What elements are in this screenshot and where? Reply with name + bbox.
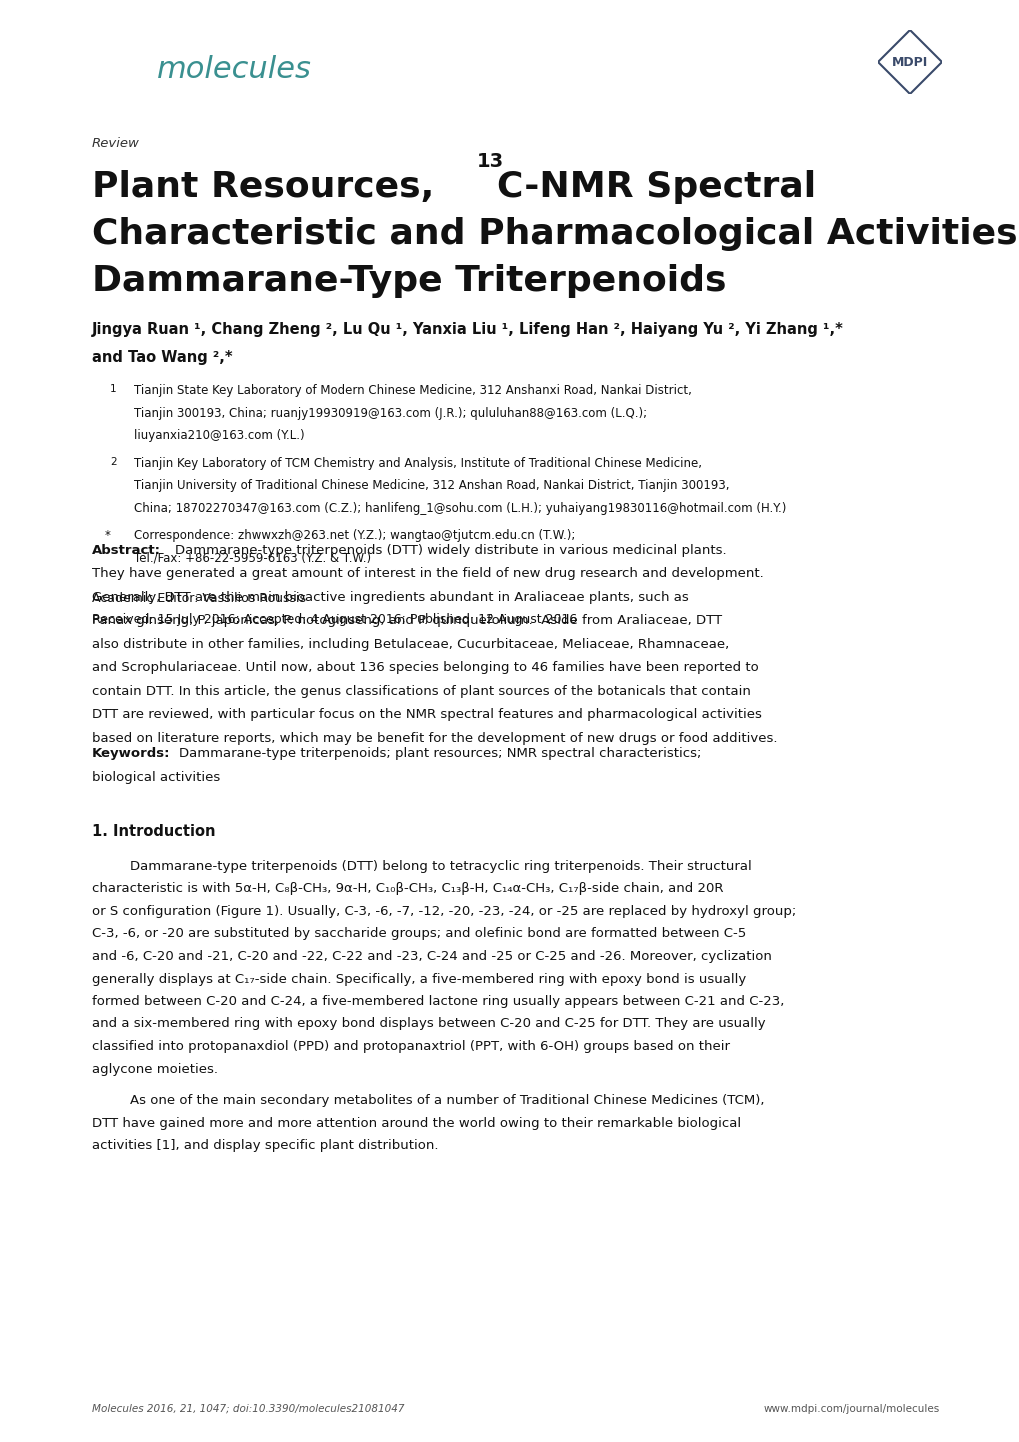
Text: *: * [105,529,111,542]
Text: 2: 2 [110,457,116,467]
Text: and -6, C-20 and -21, C-20 and -22, C-22 and -23, C-24 and -25 or C-25 and -26. : and -6, C-20 and -21, C-20 and -22, C-22… [92,950,771,963]
Text: based on literature reports, which may be benefit for the development of new dru: based on literature reports, which may b… [92,733,776,746]
Text: C-3, -6, or -20 are substituted by saccharide groups; and olefinic bond are form: C-3, -6, or -20 are substituted by sacch… [92,927,746,940]
Text: Dammarane-Type Triterpenoids: Dammarane-Type Triterpenoids [92,264,726,298]
Text: Molecules 2016, 21, 1047; doi:10.3390/molecules21081047: Molecules 2016, 21, 1047; doi:10.3390/mo… [92,1405,405,1415]
Text: contain DTT. In this article, the genus classifications of plant sources of the : contain DTT. In this article, the genus … [92,685,750,698]
Text: Plant Resources,: Plant Resources, [92,170,446,203]
Text: generally displays at C₁₇-side chain. Specifically, a five-membered ring with ep: generally displays at C₁₇-side chain. Sp… [92,972,746,985]
Text: Characteristic and Pharmacological Activities of: Characteristic and Pharmacological Activ… [92,216,1019,251]
Text: Tianjin Key Laboratory of TCM Chemistry and Analysis, Institute of Traditional C: Tianjin Key Laboratory of TCM Chemistry … [133,457,701,470]
Text: As one of the main secondary metabolites of a number of Traditional Chinese Medi: As one of the main secondary metabolites… [129,1094,764,1107]
Text: 1: 1 [110,384,116,394]
Text: Jingya Ruan ¹, Chang Zheng ², Lu Qu ¹, Yanxia Liu ¹, Lifeng Han ², Haiyang Yu ²,: Jingya Ruan ¹, Chang Zheng ², Lu Qu ¹, Y… [92,322,843,337]
Text: Panax ginseng, P. japonicas, P. notoginseng, and P. quinquefolium.  Aside from A: Panax ginseng, P. japonicas, P. notogins… [92,614,721,627]
Text: and Tao Wang ²,*: and Tao Wang ²,* [92,350,232,365]
Text: 13: 13 [477,151,503,172]
Text: They have generated a great amount of interest in the field of new drug research: They have generated a great amount of in… [92,568,763,581]
Text: Review: Review [92,137,140,150]
Text: MDPI: MDPI [891,55,927,69]
Text: 1. Introduction: 1. Introduction [92,823,215,839]
Text: Dammarane-type triterpenoids; plant resources; NMR spectral characteristics;: Dammarane-type triterpenoids; plant reso… [178,747,701,760]
Text: China; 18702270347@163.com (C.Z.); hanlifeng_1@sohu.com (L.H.); yuhaiyang1983011: China; 18702270347@163.com (C.Z.); hanli… [133,502,786,515]
Text: DTT are reviewed, with particular focus on the NMR spectral features and pharmac: DTT are reviewed, with particular focus … [92,708,761,721]
Text: classified into protopanaxdiol (PPD) and protopanaxtriol (PPT, with 6-OH) groups: classified into protopanaxdiol (PPD) and… [92,1040,730,1053]
Text: Generally, DTT are the main bioactive ingredients abundant in Araliaceae plants,: Generally, DTT are the main bioactive in… [92,591,688,604]
Text: DTT have gained more and more attention around the world owing to their remarkab: DTT have gained more and more attention … [92,1116,741,1129]
Text: Correspondence: zhwwxzh@263.net (Y.Z.); wangtao@tjutcm.edu.cn (T.W.);: Correspondence: zhwwxzh@263.net (Y.Z.); … [133,529,575,542]
Text: Tianjin 300193, China; ruanjy19930919@163.com (J.R.); qululuhan88@163.com (L.Q.): Tianjin 300193, China; ruanjy19930919@16… [133,407,646,420]
Text: Tianjin University of Traditional Chinese Medicine, 312 Anshan Road, Nankai Dist: Tianjin University of Traditional Chines… [133,479,729,492]
Text: or S configuration (Figure 1). Usually, C-3, -6, -7, -12, -20, -23, -24, or -25 : or S configuration (Figure 1). Usually, … [92,906,796,919]
Text: formed between C-20 and C-24, a five-membered lactone ring usually appears betwe: formed between C-20 and C-24, a five-mem… [92,995,784,1008]
Text: C-NMR Spectral: C-NMR Spectral [496,170,815,203]
Text: Dammarane-type triterpenoids (DTT) widely distribute in various medicinal plants: Dammarane-type triterpenoids (DTT) widel… [175,544,726,557]
Text: activities [1], and display specific plant distribution.: activities [1], and display specific pla… [92,1139,438,1152]
Text: also distribute in other families, including Betulaceae, Cucurbitaceae, Meliacea: also distribute in other families, inclu… [92,637,729,650]
Text: Keywords:: Keywords: [92,747,170,760]
Text: characteristic is with 5α-H, C₈β-CH₃, 9α-H, C₁₀β-CH₃, C₁₃β-H, C₁₄α-CH₃, C₁₇β-sid: characteristic is with 5α-H, C₈β-CH₃, 9α… [92,883,722,895]
Text: www.mdpi.com/journal/molecules: www.mdpi.com/journal/molecules [763,1405,940,1415]
Text: Academic Editor: Vassilios Roussis: Academic Editor: Vassilios Roussis [92,593,306,606]
Text: liuyanxia210@163.com (Y.L.): liuyanxia210@163.com (Y.L.) [133,430,305,443]
Text: Received: 15 July 2016; Accepted: 4 August 2016; Published: 12 August 2016: Received: 15 July 2016; Accepted: 4 Augu… [92,613,577,626]
Text: Dammarane-type triterpenoids (DTT) belong to tetracyclic ring triterpenoids. The: Dammarane-type triterpenoids (DTT) belon… [129,859,751,872]
Text: aglycone moieties.: aglycone moieties. [92,1063,218,1076]
Text: Abstract:: Abstract: [92,544,161,557]
Text: Tianjin State Key Laboratory of Modern Chinese Medicine, 312 Anshanxi Road, Nank: Tianjin State Key Laboratory of Modern C… [133,384,691,397]
Text: molecules: molecules [157,55,312,84]
Text: Tel./Fax: +86-22-5959-6163 (Y.Z. & T.W.): Tel./Fax: +86-22-5959-6163 (Y.Z. & T.W.) [133,551,371,564]
Text: biological activities: biological activities [92,770,220,783]
Text: and Scrophulariaceae. Until now, about 136 species belonging to 46 families have: and Scrophulariaceae. Until now, about 1… [92,662,758,675]
Text: and a six-membered ring with epoxy bond displays between C-20 and C-25 for DTT. : and a six-membered ring with epoxy bond … [92,1018,765,1031]
